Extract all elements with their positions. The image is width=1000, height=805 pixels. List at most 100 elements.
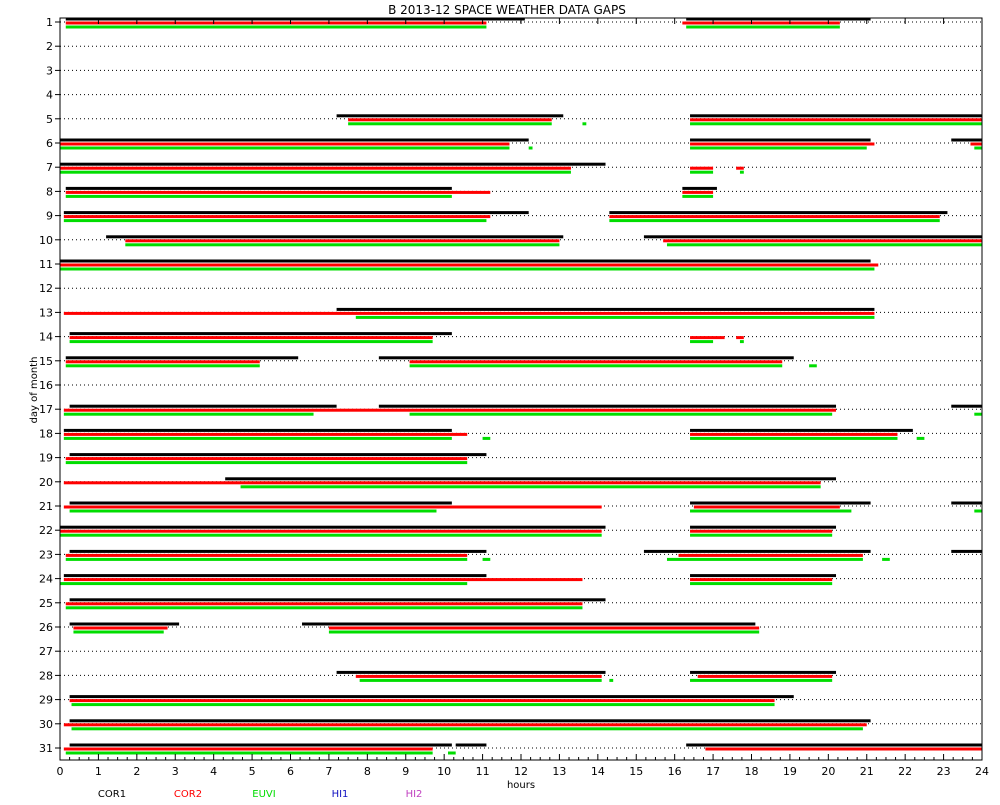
gap-bar-euvi — [682, 194, 714, 198]
gap-bar-euvi — [690, 582, 833, 586]
y-tick-label: 25 — [39, 597, 53, 610]
gap-bar-euvi — [974, 509, 982, 513]
gap-bar-euvi — [73, 630, 164, 634]
gap-bar-cor1 — [69, 622, 180, 626]
gap-bar-cor1 — [65, 186, 452, 190]
grid-layer — [60, 21, 982, 749]
y-axis-title: day of month — [29, 357, 40, 424]
gap-bar-cor1 — [682, 186, 717, 190]
gap-bar-euvi — [916, 436, 925, 440]
gap-bar-cor1 — [951, 501, 982, 505]
y-tick-label: 13 — [39, 306, 53, 319]
gap-bar-cor2 — [697, 674, 833, 678]
gap-bar-cor1 — [60, 138, 529, 142]
x-tick-label: 21 — [860, 765, 874, 778]
y-tick-label: 16 — [39, 379, 53, 392]
gap-bar-euvi — [65, 751, 433, 755]
x-tick-label: 6 — [287, 765, 294, 778]
gap-bar-cor1 — [69, 743, 452, 747]
x-tick-label: 10 — [437, 765, 451, 778]
gap-bar-euvi — [528, 146, 533, 150]
y-tick-label: 1 — [46, 16, 53, 29]
chart-title: B 2013-12 SPACE WEATHER DATA GAPS — [388, 3, 626, 17]
y-tick-label: 17 — [39, 403, 53, 416]
gap-bar-euvi — [60, 146, 510, 150]
gap-bar-euvi — [63, 219, 487, 223]
y-tick-label: 21 — [39, 500, 53, 513]
x-tick-label: 24 — [975, 765, 989, 778]
y-tick-label: 23 — [39, 548, 53, 561]
gap-bar-cor2 — [690, 529, 833, 533]
x-tick-label: 4 — [210, 765, 217, 778]
y-tick-label: 15 — [39, 355, 53, 368]
gap-bars-layer — [60, 17, 982, 755]
gap-bar-cor1 — [690, 114, 982, 118]
gap-bar-cor1 — [63, 574, 487, 578]
gap-bar-cor2 — [69, 699, 775, 703]
gap-bar-euvi — [809, 364, 817, 368]
gap-bar-cor2 — [682, 190, 714, 194]
gap-bar-cor1 — [69, 598, 606, 602]
gap-bar-cor1 — [65, 356, 299, 360]
y-tick-label: 11 — [39, 258, 53, 271]
gap-bar-cor2 — [663, 239, 982, 243]
y-tick-label: 8 — [46, 185, 53, 198]
gap-bar-euvi — [69, 509, 437, 513]
gap-bar-cor1 — [690, 670, 837, 674]
gap-bar-cor1 — [686, 17, 871, 21]
legend-entry-euvi: EUVI — [252, 789, 275, 800]
gap-bar-cor2 — [65, 602, 583, 606]
gap-bar-cor2 — [63, 747, 433, 751]
gap-bar-cor2 — [690, 118, 982, 122]
gap-bar-cor2 — [60, 142, 510, 146]
gap-bar-cor1 — [336, 307, 875, 311]
gap-bar-euvi — [690, 678, 833, 682]
x-tick-label: 1 — [95, 765, 102, 778]
gap-bar-cor1 — [69, 404, 337, 408]
gap-bar-cor1 — [106, 235, 564, 239]
gap-bar-cor1 — [60, 525, 606, 529]
y-tick-label: 29 — [39, 694, 53, 707]
gap-bar-cor2 — [736, 166, 744, 170]
gap-bar-euvi — [448, 751, 456, 755]
legend-entry-hi2: HI2 — [406, 789, 423, 800]
gap-bar-cor2 — [682, 21, 840, 25]
x-tick-label: 17 — [706, 765, 720, 778]
gap-bar-euvi — [690, 340, 714, 344]
y-tick-label: 28 — [39, 669, 53, 682]
gap-bar-cor2 — [328, 626, 760, 630]
gap-bar-cor1 — [378, 404, 837, 408]
gap-bar-euvi — [65, 25, 487, 29]
gap-bar-cor1 — [60, 162, 606, 166]
x-tick-label: 15 — [629, 765, 643, 778]
gap-bar-euvi — [65, 557, 468, 561]
gap-bar-cor1 — [686, 743, 982, 747]
y-tick-label: 30 — [39, 718, 53, 731]
x-tick-label: 3 — [172, 765, 179, 778]
gap-bar-cor2 — [690, 432, 898, 436]
gap-bar-euvi — [666, 557, 863, 561]
gap-bar-euvi — [65, 194, 452, 198]
gap-bar-cor1 — [643, 235, 982, 239]
gap-bar-euvi — [409, 364, 783, 368]
gap-bar-cor2 — [60, 529, 602, 533]
gap-bar-cor2 — [73, 626, 168, 630]
y-tick-label: 18 — [39, 427, 53, 440]
gap-bar-cor2 — [690, 336, 725, 340]
gap-bar-cor2 — [63, 481, 821, 485]
gap-bar-cor1 — [643, 549, 871, 553]
y-tick-label: 4 — [46, 89, 53, 102]
x-tick-label: 18 — [745, 765, 759, 778]
gap-bar-euvi — [348, 122, 552, 126]
gap-bar-euvi — [482, 436, 491, 440]
gap-bar-euvi — [690, 436, 898, 440]
gap-bar-cor2 — [69, 336, 433, 340]
y-tick-label: 22 — [39, 524, 53, 537]
gap-bar-cor1 — [951, 138, 982, 142]
y-tick-label: 19 — [39, 452, 53, 465]
gap-bar-cor1 — [690, 138, 871, 142]
gap-bar-euvi — [63, 436, 452, 440]
y-tick-label: 10 — [39, 234, 53, 247]
gap-bar-cor1 — [455, 743, 487, 747]
